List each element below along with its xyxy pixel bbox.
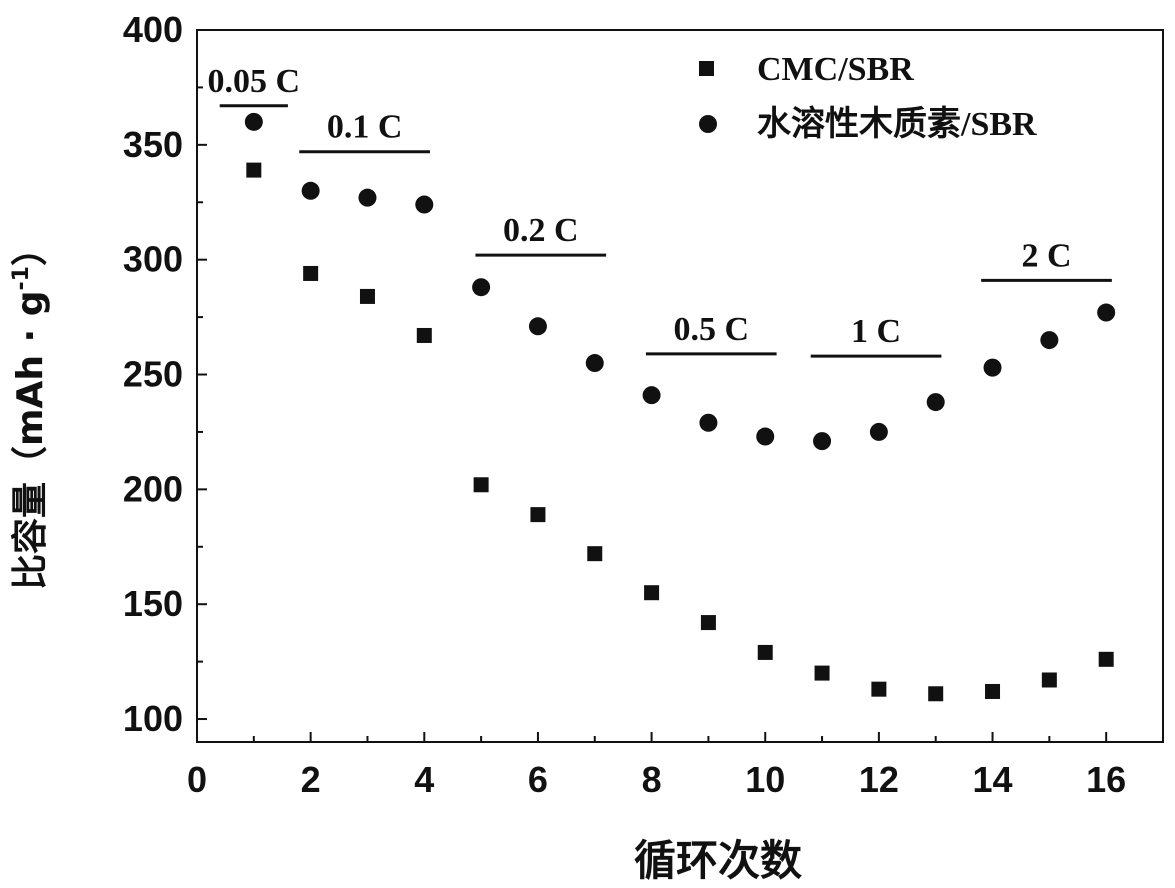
y-tick-label: 200 xyxy=(123,468,183,509)
data-point-square xyxy=(757,644,773,660)
data-point-circle xyxy=(869,422,888,441)
tick-layer: 0 2 4 6 8 10 12 14 16 100 150 200 250 300 350 400 xyxy=(123,9,1126,800)
x-tick-label: 10 xyxy=(745,759,785,800)
data-point-square xyxy=(416,327,432,343)
x-axis-title: 循环次数 xyxy=(634,836,802,885)
data-point-square xyxy=(985,683,1001,699)
legend-label-cmc-sbr: CMC/SBR xyxy=(757,51,914,88)
y-axis-title-main: 比容量（mAh · g xyxy=(10,290,51,590)
y-axis-title-superscript: -1 xyxy=(9,266,34,290)
rate-label: 0.2 C xyxy=(503,212,579,249)
x-tick-label: 0 xyxy=(187,759,207,800)
rate-label: 0.5 C xyxy=(673,311,749,348)
data-point-circle xyxy=(585,354,604,373)
y-tick-label: 400 xyxy=(123,9,183,50)
data-point-square xyxy=(928,686,944,702)
data-point-circle xyxy=(1097,303,1116,322)
x-tick-label: 8 xyxy=(642,759,662,800)
data-point-circle xyxy=(699,413,718,432)
x-tick-label: 16 xyxy=(1086,759,1126,800)
data-point-circle xyxy=(926,393,945,412)
data-point-square xyxy=(246,162,262,178)
data-point-circle xyxy=(415,195,434,214)
series-layer xyxy=(244,112,1116,702)
data-point-square xyxy=(359,288,375,304)
data-point-square xyxy=(814,665,830,681)
x-tick-label: 12 xyxy=(859,759,899,800)
data-point-square xyxy=(303,265,319,281)
rate-label: 0.05 C xyxy=(208,63,301,100)
data-point-square xyxy=(644,585,660,601)
data-point-square xyxy=(587,546,603,562)
x-tick-label: 4 xyxy=(414,759,434,800)
rate-label: 0.1 C xyxy=(327,109,403,146)
y-tick-label: 100 xyxy=(123,698,183,739)
data-point-circle xyxy=(301,181,320,200)
legend-label-lignin-sbr: 水溶性木质素/SBR xyxy=(757,105,1037,143)
rate-annotation-layer: 0.05 C 0.1 C 0.2 C 0.5 C 1 C 2 C xyxy=(208,63,1112,358)
data-point-square xyxy=(871,681,887,697)
data-point-square xyxy=(473,477,489,493)
data-point-square xyxy=(530,507,546,523)
rate-label: 1 C xyxy=(851,313,901,350)
y-axis-title: 比容量（mAh · g-1） xyxy=(9,230,51,590)
y-tick-label: 350 xyxy=(123,124,183,165)
rate-label: 2 C xyxy=(1021,237,1071,274)
data-point-square xyxy=(1041,672,1057,688)
legend: CMC/SBR 水溶性木质素/SBR xyxy=(699,51,1037,143)
series-lignin-sbr xyxy=(244,112,1116,451)
y-axis-title-end: ） xyxy=(10,230,51,266)
x-tick-label: 2 xyxy=(301,759,321,800)
plot-frame xyxy=(196,29,1164,743)
x-tick-label: 6 xyxy=(528,759,548,800)
data-point-circle xyxy=(358,188,377,207)
data-point-circle xyxy=(983,358,1002,377)
data-point-circle xyxy=(528,317,547,336)
legend-marker-circle xyxy=(699,115,717,133)
x-tick-label: 14 xyxy=(973,759,1013,800)
data-point-circle xyxy=(1040,331,1059,350)
data-point-circle xyxy=(244,112,263,131)
data-point-circle xyxy=(756,427,775,446)
data-point-circle xyxy=(642,386,661,405)
data-point-circle xyxy=(472,278,491,297)
data-point-circle xyxy=(813,432,832,451)
legend-marker-square xyxy=(699,61,714,76)
y-tick-label: 250 xyxy=(123,354,183,395)
data-point-square xyxy=(700,615,716,631)
series-cmc-sbr xyxy=(246,162,1114,702)
y-tick-label: 150 xyxy=(123,583,183,624)
y-tick-label: 300 xyxy=(123,239,183,280)
data-point-square xyxy=(1098,651,1114,667)
